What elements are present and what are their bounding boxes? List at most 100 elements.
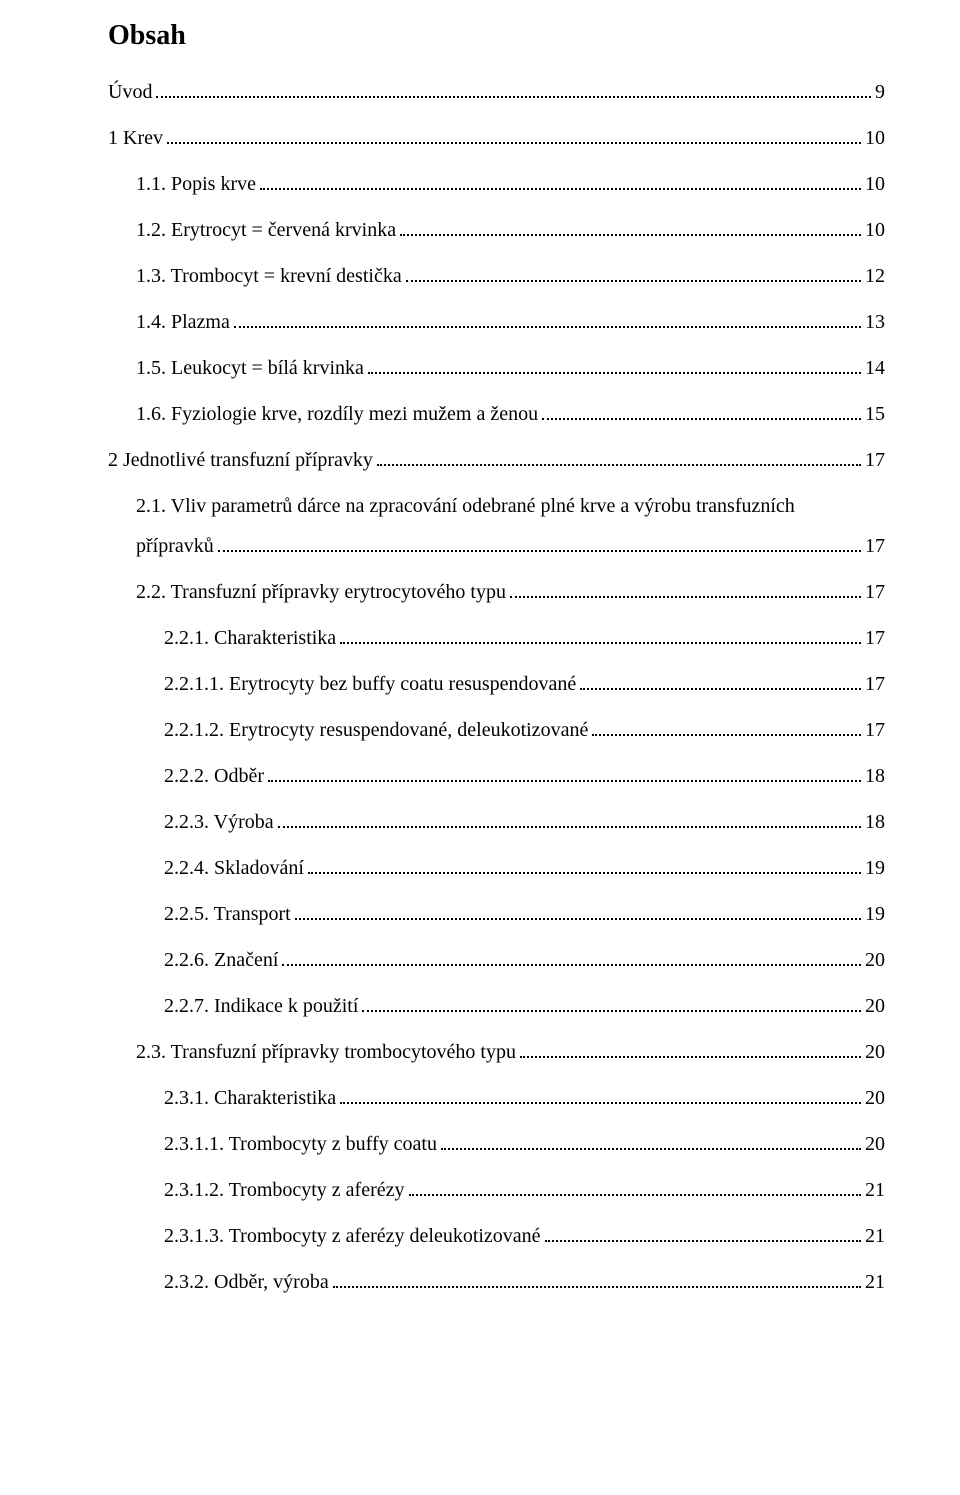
toc-entry: 2.2.1.2. Erytrocyty resuspendované, dele…: [108, 718, 885, 742]
toc-entry-page: 19: [865, 856, 885, 880]
table-of-contents: Úvod91 Krev101.1. Popis krve101.2. Erytr…: [108, 80, 885, 1294]
toc-leader-dots: [278, 826, 861, 828]
toc-leader-dots: [377, 464, 861, 466]
toc-entry-label: 2.2.5. Transport: [164, 902, 291, 926]
toc-entry-label: 2.2.2. Odběr: [164, 764, 264, 788]
toc-entry-page: 21: [865, 1178, 885, 1202]
toc-entry-label: 1 Krev: [108, 126, 163, 150]
toc-leader-dots: [234, 326, 861, 328]
toc-leader-dots: [520, 1056, 861, 1058]
toc-entry: 2.3.1.2. Trombocyty z aferézy 21: [108, 1178, 885, 1202]
toc-leader-dots: [218, 550, 861, 552]
toc-entry: 2.2.4. Skladování 19: [108, 856, 885, 880]
toc-entry-page: 20: [865, 1040, 885, 1064]
toc-entry-page: 18: [865, 810, 885, 834]
toc-leader-dots: [362, 1010, 861, 1012]
toc-leader-dots: [406, 280, 861, 282]
toc-entry: 2.1. Vliv parametrů dárce na zpracování …: [108, 494, 885, 558]
toc-entry-label: 2.2.6. Značení: [164, 948, 278, 972]
toc-entry-label: 1.2. Erytrocyt = červená krvinka: [136, 218, 396, 242]
toc-entry-page: 17: [865, 448, 885, 472]
toc-entry-page: 10: [865, 172, 885, 196]
toc-entry-page: 17: [865, 626, 885, 650]
toc-entry-page: 20: [865, 994, 885, 1018]
toc-entry-label: 2.3.1.1. Trombocyty z buffy coatu: [164, 1132, 437, 1156]
toc-entry-label: Úvod: [108, 80, 152, 104]
toc-entry: 2.2.6. Značení 20: [108, 948, 885, 972]
toc-entry-label: 2 Jednotlivé transfuzní přípravky: [108, 448, 373, 472]
toc-entry-label-continued: přípravků: [136, 534, 214, 558]
toc-entry: 1.4. Plazma 13: [108, 310, 885, 334]
toc-entry: 2.2.3. Výroba 18: [108, 810, 885, 834]
toc-entry-label: 2.2.4. Skladování: [164, 856, 304, 880]
toc-entry-label: 1.6. Fyziologie krve, rozdíly mezi mužem…: [136, 402, 538, 426]
toc-entry-label: 2.1. Vliv parametrů dárce na zpracování …: [136, 494, 795, 518]
toc-entry: 2 Jednotlivé transfuzní přípravky 17: [108, 448, 885, 472]
toc-leader-dots: [295, 918, 861, 920]
toc-entry-page: 20: [865, 948, 885, 972]
toc-entry-page: 20: [865, 1132, 885, 1156]
toc-leader-dots: [400, 234, 861, 236]
toc-entry-page: 12: [865, 264, 885, 288]
toc-entry-label: 2.3. Transfuzní přípravky trombocytového…: [136, 1040, 516, 1064]
toc-entry: 1.3. Trombocyt = krevní destička12: [108, 264, 885, 288]
toc-leader-dots: [308, 872, 861, 874]
toc-entry-page: 20: [865, 1086, 885, 1110]
toc-leader-dots: [592, 734, 861, 736]
toc-entry: 2.2.1.1. Erytrocyty bez buffy coatu resu…: [108, 672, 885, 696]
toc-leader-dots: [340, 642, 861, 644]
toc-entry: 2.2.1. Charakteristika17: [108, 626, 885, 650]
document-page: Obsah Úvod91 Krev101.1. Popis krve101.2.…: [0, 0, 960, 1495]
toc-entry-page: 19: [865, 902, 885, 926]
toc-entry-label: 2.3.1.2. Trombocyty z aferézy: [164, 1178, 405, 1202]
toc-entry-page: 14: [865, 356, 885, 380]
toc-entry-page: 10: [865, 126, 885, 150]
toc-entry-page: 15: [865, 402, 885, 426]
toc-entry-label: 2.3.1. Charakteristika: [164, 1086, 336, 1110]
toc-entry: 2.2.5. Transport 19: [108, 902, 885, 926]
toc-entry-label: 2.2.3. Výroba: [164, 810, 274, 834]
toc-entry-label: 1.4. Plazma: [136, 310, 230, 334]
toc-leader-dots: [282, 964, 861, 966]
toc-entry: 1 Krev 10: [108, 126, 885, 150]
toc-leader-dots: [260, 188, 861, 190]
toc-entry: 2.2. Transfuzní přípravky erytrocytového…: [108, 580, 885, 604]
toc-entry-page: 17: [865, 718, 885, 742]
toc-entry-label: 2.2.1.1. Erytrocyty bez buffy coatu resu…: [164, 672, 576, 696]
toc-entry: 2.2.7. Indikace k použití20: [108, 994, 885, 1018]
toc-entry: 1.5. Leukocyt = bílá krvinka 14: [108, 356, 885, 380]
toc-leader-dots: [333, 1286, 861, 1288]
toc-entry-page: 21: [865, 1224, 885, 1248]
toc-entry: 2.3.2. Odběr, výroba 21: [108, 1270, 885, 1294]
toc-entry-label: 2.2.1.2. Erytrocyty resuspendované, dele…: [164, 718, 588, 742]
toc-entry-label: 1.5. Leukocyt = bílá krvinka: [136, 356, 364, 380]
toc-entry-label: 2.2. Transfuzní přípravky erytrocytového…: [136, 580, 506, 604]
toc-entry: 2.3. Transfuzní přípravky trombocytového…: [108, 1040, 885, 1064]
toc-leader-dots: [268, 780, 861, 782]
toc-entry: 2.2.2. Odběr 18: [108, 764, 885, 788]
toc-entry-page: 17: [865, 580, 885, 604]
toc-leader-dots: [340, 1102, 861, 1104]
toc-entry-page: 9: [875, 80, 885, 104]
toc-entry: 1.6. Fyziologie krve, rozdíly mezi mužem…: [108, 402, 885, 426]
toc-leader-dots: [580, 688, 861, 690]
toc-entry-page: 17: [865, 534, 885, 558]
toc-entry: 1.2. Erytrocyt = červená krvinka 10: [108, 218, 885, 242]
toc-entry-page: 21: [865, 1270, 885, 1294]
toc-entry-label: 1.1. Popis krve: [136, 172, 256, 196]
toc-leader-dots: [545, 1240, 861, 1242]
toc-entry-page: 10: [865, 218, 885, 242]
toc-leader-dots: [156, 96, 871, 98]
toc-title: Obsah: [108, 20, 885, 52]
toc-leader-dots: [441, 1148, 861, 1150]
toc-entry-page: 13: [865, 310, 885, 334]
toc-leader-dots: [368, 372, 861, 374]
toc-entry: 2.3.1. Charakteristika 20: [108, 1086, 885, 1110]
toc-entry: 2.3.1.1. Trombocyty z buffy coatu 20: [108, 1132, 885, 1156]
toc-entry-page: 17: [865, 672, 885, 696]
toc-entry-label: 2.3.2. Odběr, výroba: [164, 1270, 329, 1294]
toc-leader-dots: [510, 596, 861, 598]
toc-entry: Úvod 9: [108, 80, 885, 104]
toc-entry-page: 18: [865, 764, 885, 788]
toc-entry-label: 2.3.1.3. Trombocyty z aferézy deleukotiz…: [164, 1224, 541, 1248]
